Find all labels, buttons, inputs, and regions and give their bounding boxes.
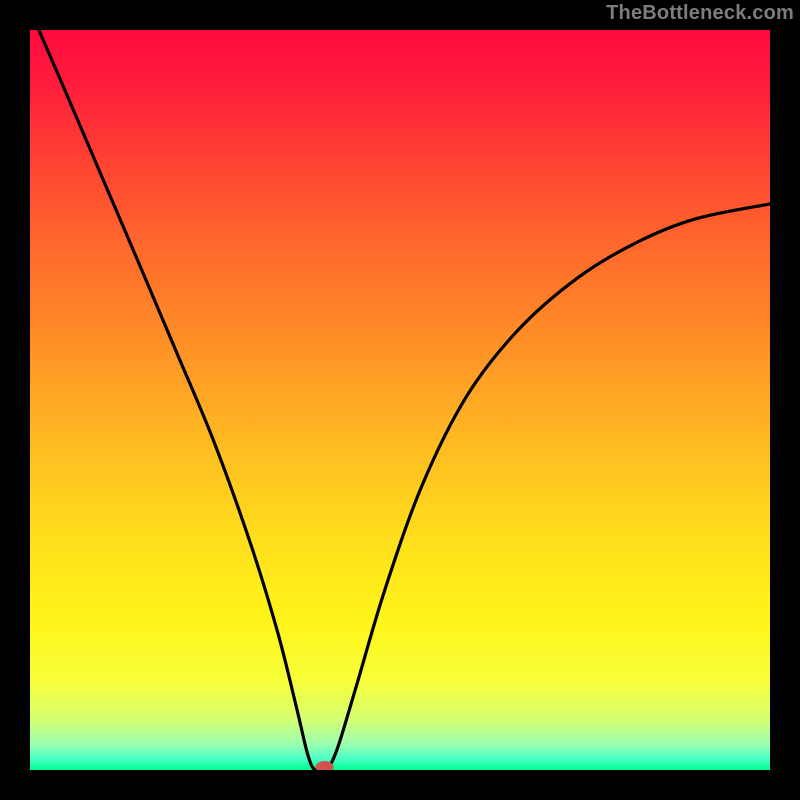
chart-frame: TheBottleneck.com [0,0,800,800]
plot-svg [30,30,770,770]
watermark-text: TheBottleneck.com [606,2,794,25]
plot-area [30,30,770,770]
gradient-background [30,30,770,770]
